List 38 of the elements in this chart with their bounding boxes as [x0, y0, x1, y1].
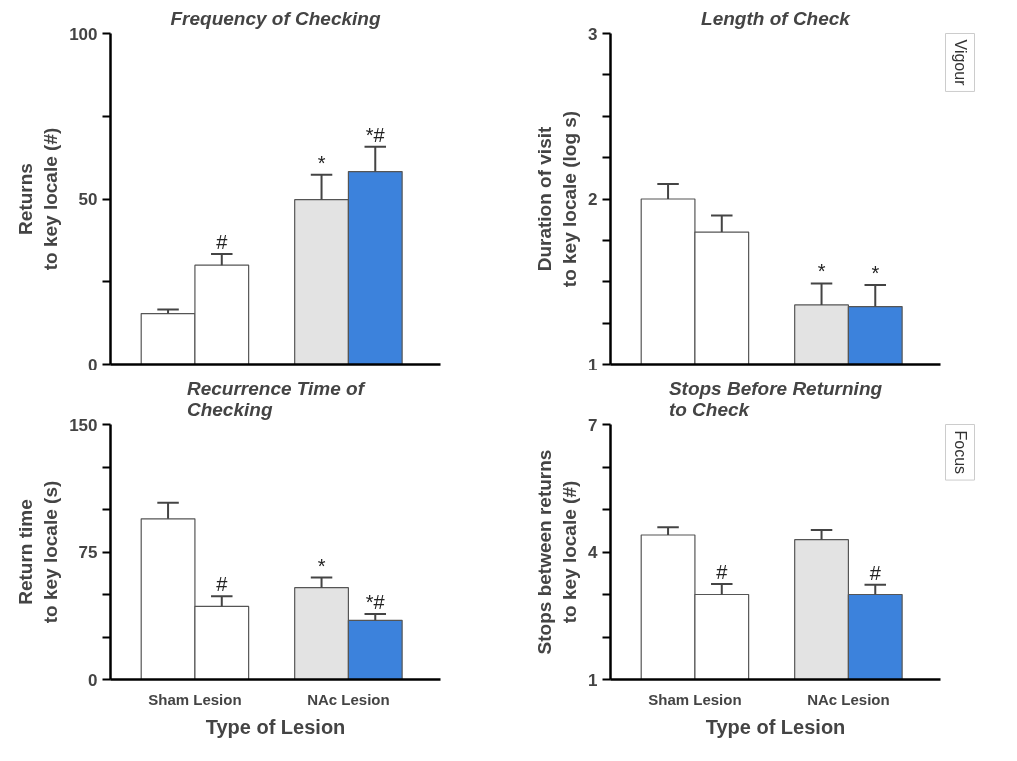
chart-title: Length of Check: [701, 7, 852, 29]
y-tick-label: 0: [88, 355, 98, 375]
y-tick-label: 7: [588, 415, 598, 435]
data-label: *: [871, 262, 880, 285]
y-tick-label: 0: [88, 670, 98, 690]
y-tick-label: 4: [588, 543, 599, 562]
x-tick-label: Sham Lesion: [648, 690, 742, 708]
data-label: *: [817, 260, 826, 283]
data-label: #: [869, 561, 882, 584]
data-label: #: [216, 573, 229, 596]
text: Vigour: [951, 39, 969, 87]
x-tick-label: Sham Lesion: [148, 690, 242, 708]
y-axis-title: Stops between returns to key locale (#): [533, 449, 581, 655]
y-tick-label: 75: [78, 543, 98, 562]
y-tick-label: 1: [588, 355, 598, 375]
y-tick-label: 50: [78, 190, 98, 209]
data-label: #: [716, 560, 729, 583]
data-label: *: [317, 554, 326, 577]
chart-title: Recurrence Time of Checking: [186, 377, 366, 420]
y-tick-label: 100: [69, 24, 98, 44]
x-axis-title: Type of Lesion: [705, 715, 846, 738]
data-label: *: [317, 151, 326, 174]
x-axis-title: Type of Lesion: [205, 715, 346, 738]
chart-title: Frequency of Checking: [170, 7, 381, 29]
y-axis-title: Return time to key locale (s): [14, 480, 62, 624]
data-label: #: [216, 230, 229, 253]
y-tick-label: 150: [69, 415, 98, 435]
x-tick-label: NAc Lesion: [807, 690, 890, 708]
text: Focus: [951, 430, 969, 475]
y-tick-label: 1: [588, 670, 598, 690]
y-axis-title: Returns to key locale (#): [14, 127, 62, 271]
y-tick-label: 2: [588, 190, 598, 209]
data-label: *#: [365, 591, 386, 614]
data-label: *#: [365, 123, 386, 146]
y-axis-title: Duration of visit to key locale (log s): [533, 110, 581, 288]
chart-title: Stops Before Returning to Check: [668, 377, 883, 420]
y-tick-label: 3: [588, 24, 598, 44]
x-tick-label: NAc Lesion: [307, 690, 390, 708]
